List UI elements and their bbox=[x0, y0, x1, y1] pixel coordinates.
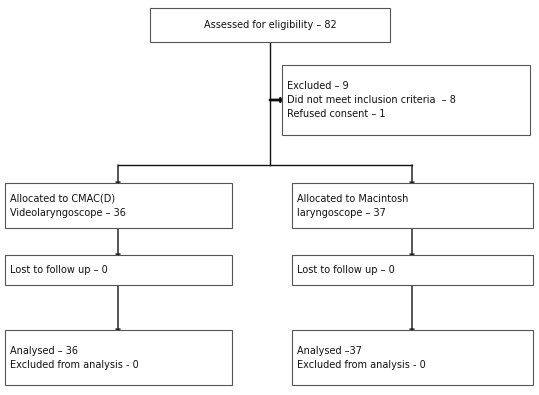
FancyBboxPatch shape bbox=[292, 255, 533, 285]
FancyBboxPatch shape bbox=[282, 65, 530, 135]
FancyBboxPatch shape bbox=[292, 183, 533, 228]
Text: Assessed for eligibility – 82: Assessed for eligibility – 82 bbox=[204, 20, 336, 30]
Text: Analysed –37
Excluded from analysis - 0: Analysed –37 Excluded from analysis - 0 bbox=[298, 346, 426, 369]
Text: Lost to follow up – 0: Lost to follow up – 0 bbox=[10, 265, 108, 275]
FancyBboxPatch shape bbox=[5, 183, 232, 228]
Text: Analysed – 36
Excluded from analysis - 0: Analysed – 36 Excluded from analysis - 0 bbox=[10, 346, 139, 369]
FancyBboxPatch shape bbox=[292, 330, 533, 385]
Text: Excluded – 9
Did not meet inclusion criteria  – 8
Refused consent – 1: Excluded – 9 Did not meet inclusion crit… bbox=[287, 81, 457, 119]
Text: Allocated to CMAC(D)
Videolaryngoscope – 36: Allocated to CMAC(D) Videolaryngoscope –… bbox=[10, 194, 126, 218]
Text: Lost to follow up – 0: Lost to follow up – 0 bbox=[298, 265, 395, 275]
FancyBboxPatch shape bbox=[5, 255, 232, 285]
Text: Allocated to Macintosh
laryngoscope – 37: Allocated to Macintosh laryngoscope – 37 bbox=[298, 194, 409, 218]
FancyBboxPatch shape bbox=[5, 330, 232, 385]
FancyBboxPatch shape bbox=[150, 8, 390, 42]
